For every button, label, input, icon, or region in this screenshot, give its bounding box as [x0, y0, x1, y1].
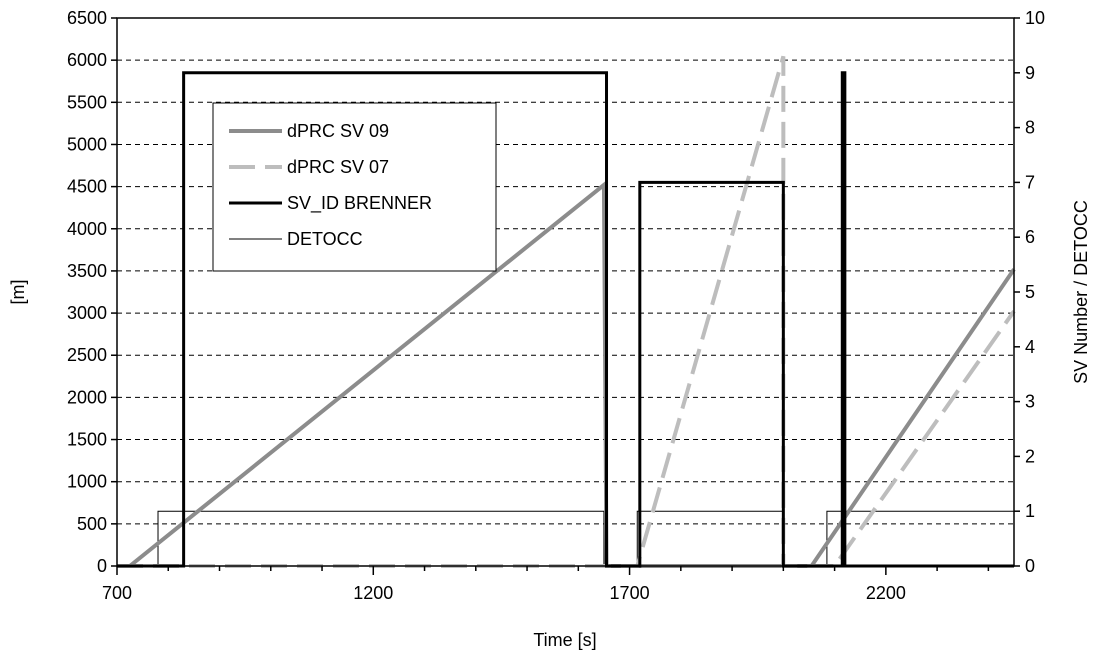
y2-tick-label-7: 7 — [1025, 172, 1035, 192]
y2-tick-label-1: 1 — [1025, 501, 1035, 521]
y2-tick-label-4: 4 — [1025, 337, 1035, 357]
y2-tick-label-8: 8 — [1025, 118, 1035, 138]
x-tick-label-1200: 1200 — [353, 583, 393, 603]
y-tick-label-1000: 1000 — [67, 472, 107, 492]
legend-label-sv-id-brenner: SV_ID BRENNER — [287, 193, 432, 214]
y-tick-label-4500: 4500 — [67, 177, 107, 197]
x-tick-label-2200: 2200 — [866, 583, 906, 603]
y2-tick-label-9: 9 — [1025, 63, 1035, 83]
legend-entry-detocc: DETOCC — [229, 229, 363, 249]
tick-labels: 0 500 1000 1500 2000 2500 3000 3500 4000 4500 5000… — [67, 8, 1045, 603]
y-tick-label-2000: 2000 — [67, 387, 107, 407]
tick-marks — [111, 17, 1020, 575]
x-tick-label-700: 700 — [102, 583, 132, 603]
y-tick-label-4000: 4000 — [67, 219, 107, 239]
y2-axis-title: SV Number / DETOCC — [1071, 200, 1091, 384]
legend-label-dprc-sv-09: dPRC SV 09 — [287, 121, 389, 141]
y2-tick-label-5: 5 — [1025, 282, 1035, 302]
legend-entry-dprc-sv-09: dPRC SV 09 — [229, 121, 389, 141]
y-tick-label-1500: 1500 — [67, 430, 107, 450]
y-axis-title: [m] — [8, 280, 28, 305]
y-tick-label-6000: 6000 — [67, 50, 107, 70]
y-tick-label-0: 0 — [97, 556, 107, 576]
y2-tick-label-6: 6 — [1025, 227, 1035, 247]
y-tick-label-500: 500 — [77, 514, 107, 534]
y-tick-label-3000: 3000 — [67, 303, 107, 323]
y-tick-label-2500: 2500 — [67, 345, 107, 365]
series-detocc — [117, 510, 1014, 567]
y2-tick-label-0: 0 — [1025, 556, 1035, 576]
gridlines — [117, 59, 1014, 525]
y-tick-label-6500: 6500 — [67, 8, 107, 28]
y2-tick-label-2: 2 — [1025, 446, 1035, 466]
legend-entry-dprc-sv-07: dPRC SV 07 — [229, 157, 389, 177]
series-sv-id-brenner — [117, 71, 1014, 568]
y2-tick-label-10: 10 — [1025, 8, 1045, 28]
y-tick-label-5000: 5000 — [67, 134, 107, 154]
y2-tick-label-3: 3 — [1025, 392, 1035, 412]
y-tick-label-5500: 5500 — [67, 92, 107, 112]
x-tick-label-1700: 1700 — [610, 583, 650, 603]
legend: dPRC SV 09 dPRC SV 07 SV_ID BRENNER DETO… — [212, 102, 497, 272]
legend-label-detocc: DETOCC — [287, 229, 363, 249]
legend-label-dprc-sv-07: dPRC SV 07 — [287, 157, 389, 177]
x-axis-title: Time [s] — [533, 630, 596, 650]
y-tick-label-3500: 3500 — [67, 261, 107, 281]
legend-entry-sv-id-brenner: SV_ID BRENNER — [229, 193, 432, 214]
